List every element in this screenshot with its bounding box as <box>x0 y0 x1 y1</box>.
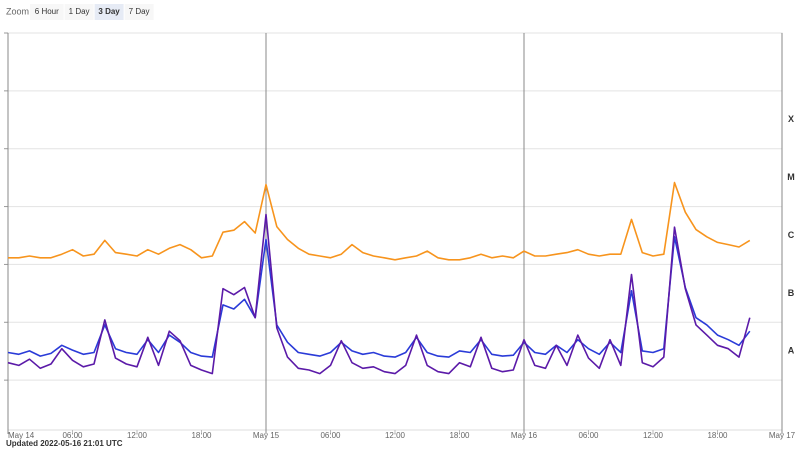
x-tick-label: 18:00 <box>449 431 470 440</box>
x-tick-label: May 17 <box>769 431 796 440</box>
class-label: A <box>788 346 795 356</box>
zoom-label: Zoom <box>6 6 29 16</box>
zoom-button-label[interactable]: 6 Hour <box>35 7 59 16</box>
class-label: X <box>788 114 794 124</box>
zoom-button[interactable] <box>124 4 154 20</box>
zoom-button[interactable] <box>64 4 94 20</box>
x-tick-label: 18:00 <box>707 431 728 440</box>
updated-text: Updated 2022-05-16 21:01 UTC <box>6 439 123 448</box>
plot-area <box>7 32 783 431</box>
x-tick-label: 12:00 <box>127 431 148 440</box>
series-line <box>7 236 751 358</box>
x-tick-label: 06:00 <box>578 431 599 440</box>
class-label: C <box>788 230 795 240</box>
x-tick-label: 12:00 <box>385 431 406 440</box>
x-tick-label: 06:00 <box>320 431 341 440</box>
class-label: B <box>788 288 795 298</box>
zoom-button[interactable] <box>30 4 64 20</box>
class-label: M <box>787 172 795 182</box>
zoom-button[interactable] <box>94 4 124 20</box>
zoom-button-label[interactable]: 7 Day <box>129 7 150 16</box>
x-tick-label: 12:00 <box>643 431 664 440</box>
x-tick-label: May 15 <box>253 431 280 440</box>
series-line <box>7 213 751 375</box>
zoom-button-label[interactable]: 3 Day <box>98 7 120 16</box>
x-tick-label: 18:00 <box>191 431 212 440</box>
x-tick-label: May 14 <box>8 431 35 440</box>
series-line <box>8 181 751 261</box>
x-tick-label: 06:00 <box>62 431 83 440</box>
x-tick-label: May 16 <box>511 431 538 440</box>
zoom-button-label[interactable]: 1 Day <box>69 7 90 16</box>
